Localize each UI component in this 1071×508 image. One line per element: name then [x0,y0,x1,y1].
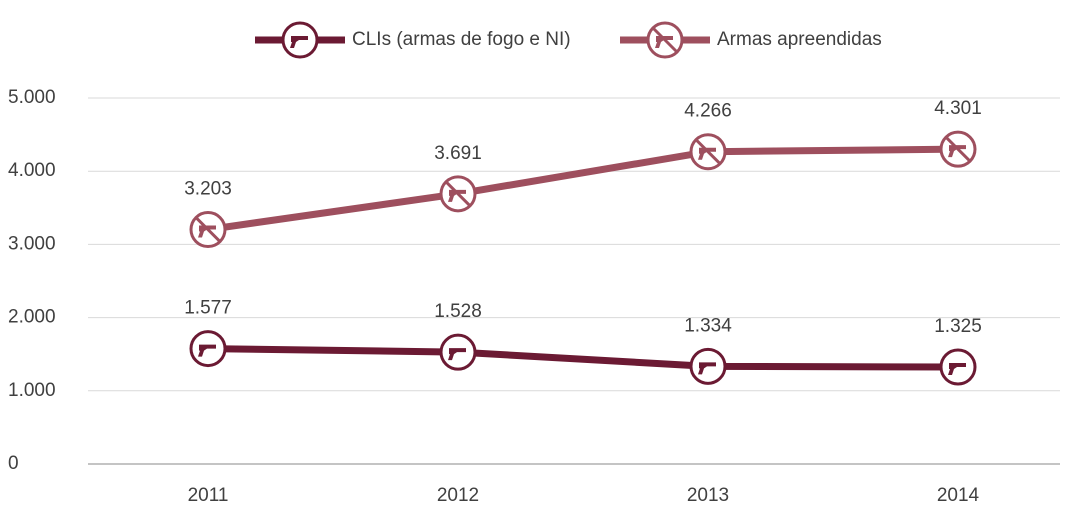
marker [189,330,227,368]
slash [444,180,472,207]
x-tick-label: 2012 [437,485,479,506]
legend-marker [281,21,319,59]
legend-label: CLIs (armas de fogo e NI) [352,29,571,50]
gun-icon [948,363,966,376]
marker [689,133,727,171]
x-tick-label: 2014 [937,485,980,506]
marker [189,211,227,249]
data-label: 4.266 [684,101,732,122]
marker [939,130,977,168]
data-label: 3.203 [184,179,232,200]
marker [939,348,977,386]
slash [694,138,722,165]
slash [194,216,222,243]
marker [439,175,477,213]
y-tick-label: 2.000 [8,307,56,328]
series-line [207,145,959,234]
data-label: 3.691 [434,143,482,164]
data-label: 4.301 [934,98,982,119]
y-tick-label: 0 [8,453,19,474]
x-tick-label: 2013 [687,485,729,506]
gun-icon [655,36,673,48]
y-tick-label: 4.000 [8,160,56,181]
data-label: 1.528 [434,301,482,322]
gun-icon [948,145,966,158]
y-tick-label: 5.000 [8,87,56,108]
y-tick-label: 1.000 [8,380,56,401]
gun-icon [198,225,216,238]
marker [689,347,727,385]
legend-label: Armas apreendidas [717,29,882,50]
gun-icon [448,348,466,361]
gun-icon [198,344,216,357]
slash [651,26,679,54]
gun-icon [698,147,716,160]
data-label: 1.577 [184,298,232,319]
y-tick-label: 3.000 [8,233,56,254]
x-tick-label: 2011 [188,485,229,506]
data-label: 1.334 [684,315,732,336]
series-line [207,345,959,371]
legend-marker [646,21,684,59]
gun-icon [290,36,308,48]
gun-icon [448,189,466,202]
marker [439,333,477,371]
slash [944,136,972,163]
data-label: 1.325 [934,316,982,337]
gun-icon [698,362,716,375]
